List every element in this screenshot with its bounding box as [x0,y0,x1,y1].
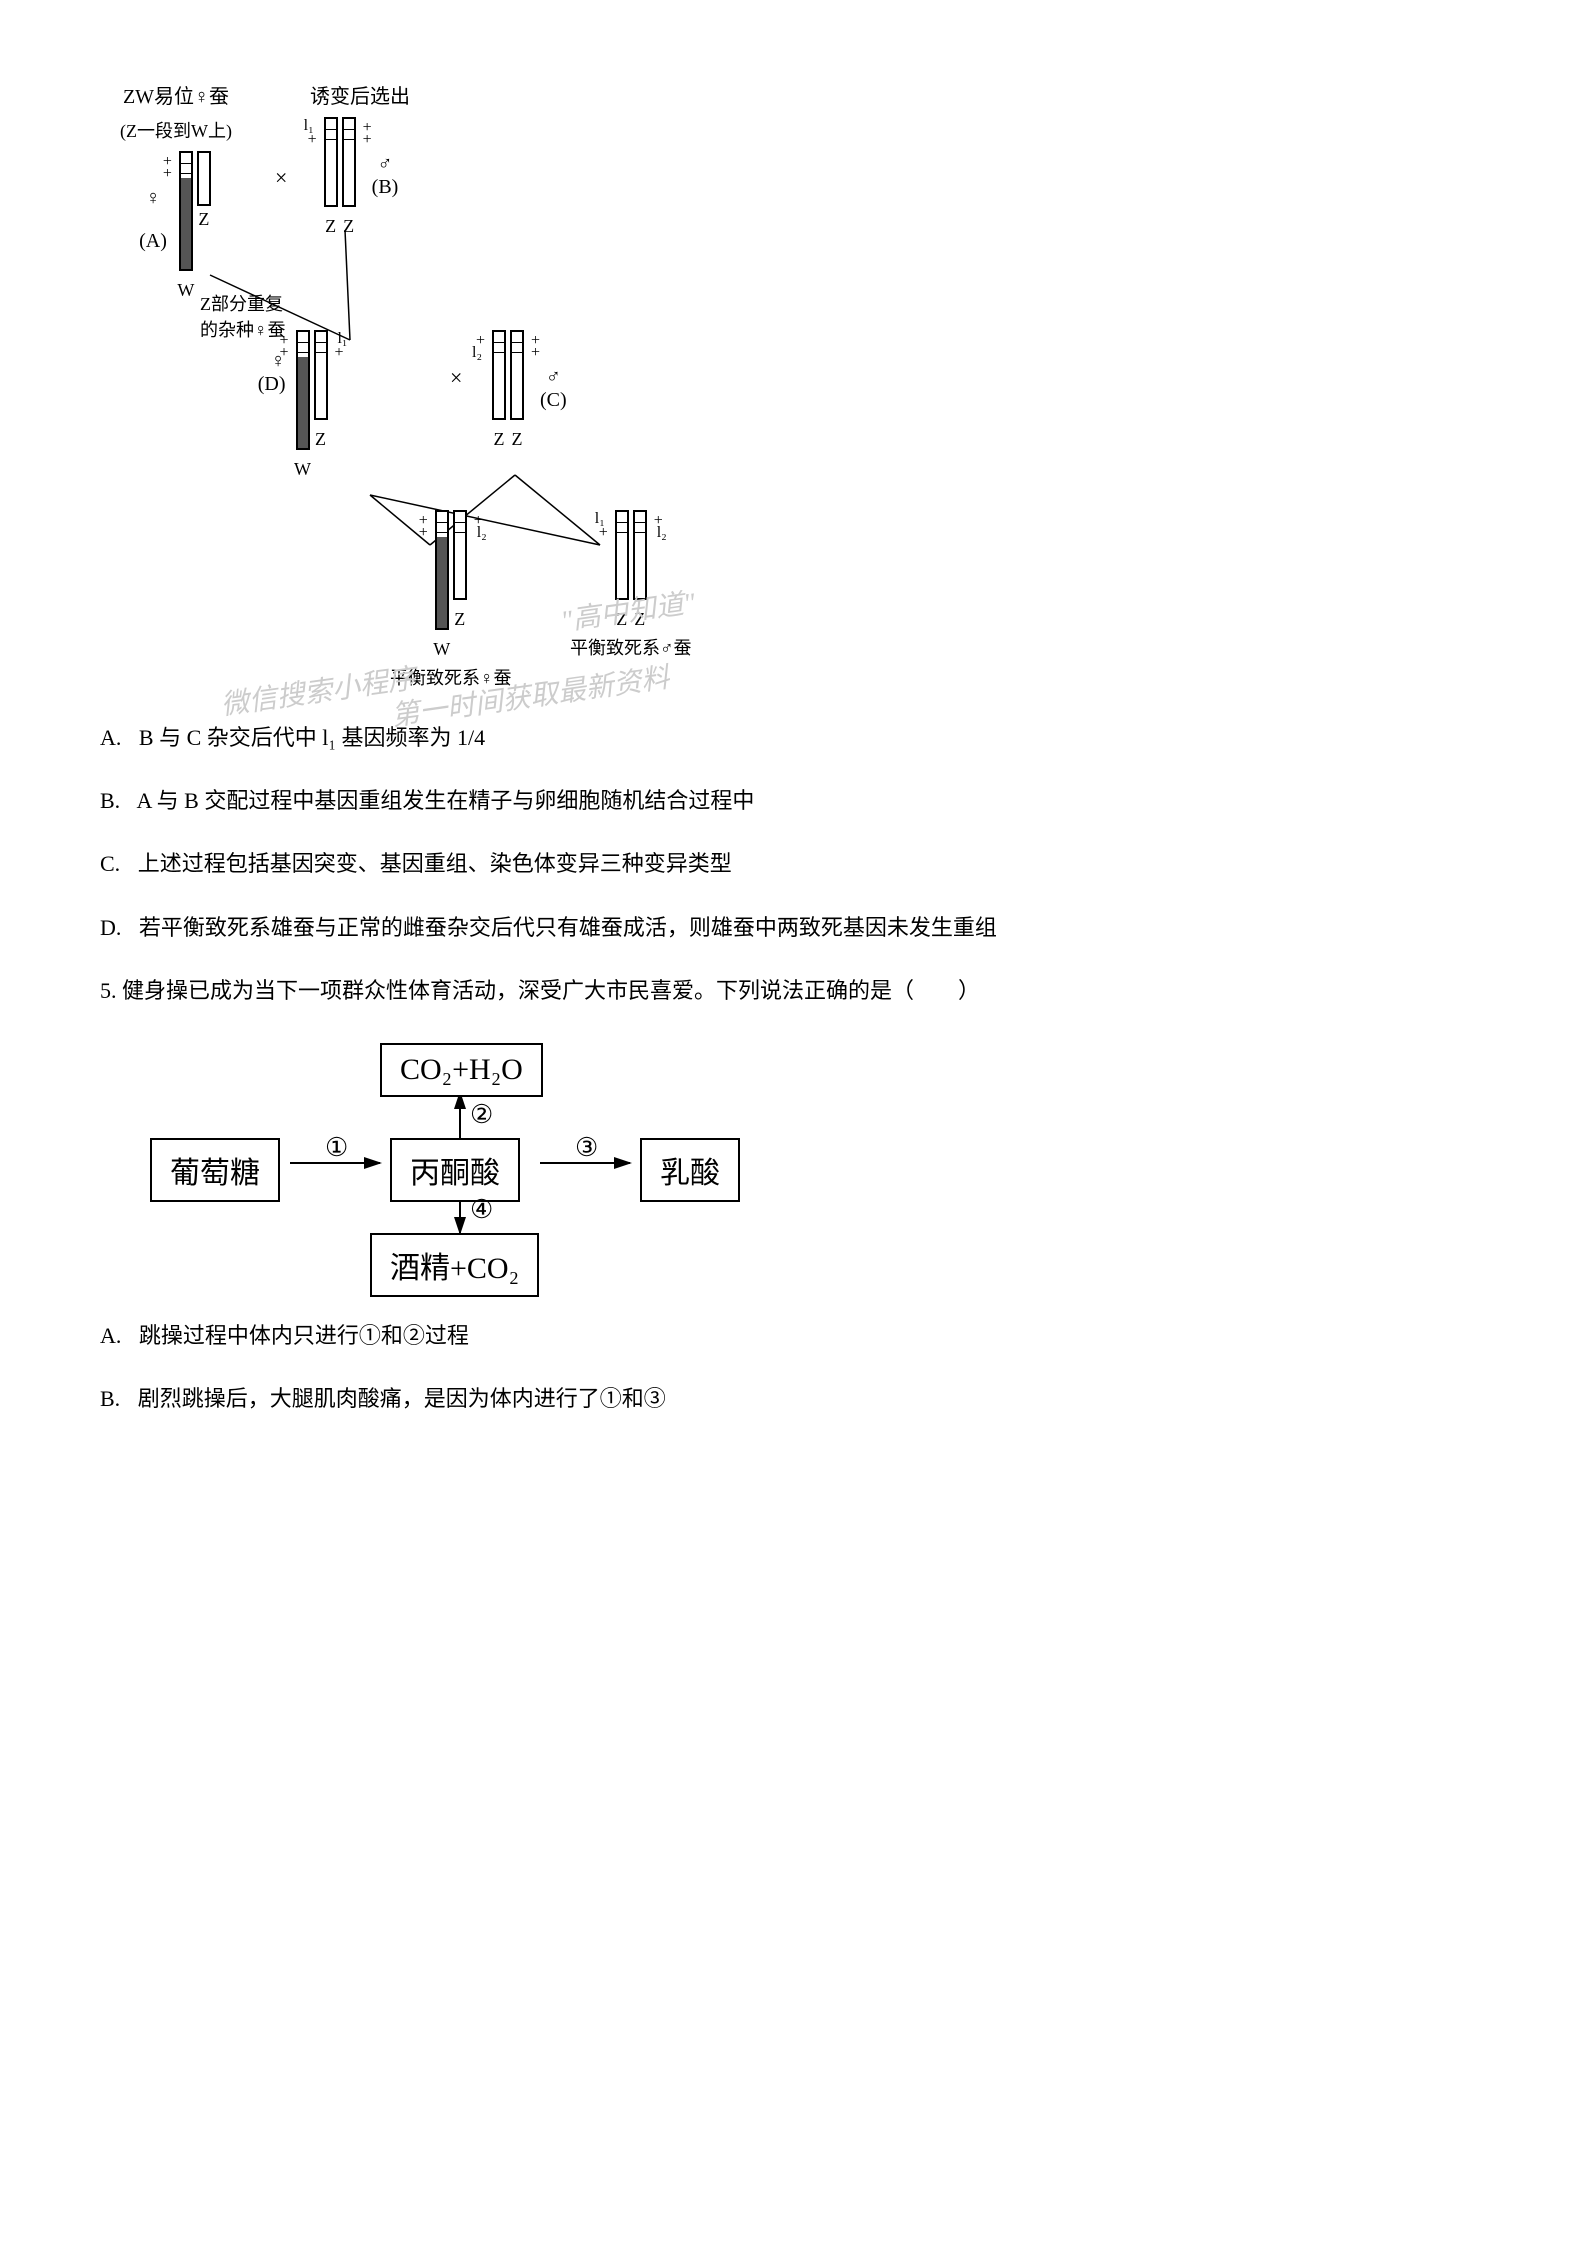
chrom-label: Z [340,216,358,237]
option-q4-c: C. 上述过程包括基因突变、基因重组、染色体变异三种变异类型 [100,846,1487,881]
mark: l₂ [477,524,487,542]
mark: + [308,131,317,149]
chrom-label: Z [195,209,213,230]
mark: + [531,344,540,362]
question-5: 5. 健身操已成为当下一项群众性体育活动，深受广大市民喜爱。下列说法正确的是（ … [100,973,1487,1008]
box-co2-h2o: CO₂+H₂O [380,1043,543,1097]
option-label: B. [100,1386,120,1411]
chromosome-d-w [296,330,310,450]
option-label: A. [100,725,121,750]
page-content: ZW易位♀蚕 (Z一段到W上) ♀ (A) + + W [0,0,1587,1504]
option-q5-b: B. 剧烈跳操后，大腿肌肉酸痛，是因为体内进行了①和③ [100,1381,1487,1416]
genetics-diagram: ZW易位♀蚕 (Z一段到W上) ♀ (A) + + W [120,80,920,680]
group-a-label: (A) [139,230,167,252]
chrom-label: Z [490,429,508,450]
option-q4-d: D. 若平衡致死系雄蚕与正常的雌蚕杂交后代只有雄蚕成活，则雄蚕中两致死基因未发生… [100,910,1487,945]
result-male: l₁ + Z + l₂ Z 平衡致死系♂蚕 [570,510,692,660]
question-text: 健身操已成为当下一项群众性体育活动，深受广大市民喜爱。下列说法正确的是（ ） [122,978,980,1003]
group-d-label: (D) [258,373,286,395]
option-text: 跳操过程中体内只进行①和②过程 [139,1323,469,1348]
option-label: D. [100,915,121,940]
flow-diagram: 葡萄糖 丙酮酸 CO₂+H₂O 乳酸 酒精+CO₂ ① ② ③ ④ [140,1038,860,1288]
arrow-label-2: ② [470,1100,493,1130]
option-text: 上述过程包括基因突变、基因重组、染色体变异三种变异类型 [138,851,732,876]
group-a-title: ZW易位♀蚕 [120,80,232,109]
chrom-label: Z [451,609,469,630]
chromosome-rm-z1 [615,510,629,600]
chrom-label: W [177,280,195,301]
mark: + [280,344,289,362]
chrom-label: W [433,639,451,660]
mark: l₂ [657,524,667,542]
box-pyruvate: 丙酮酸 [390,1138,520,1202]
group-b: 诱变后选出 l₁ + Z + + [310,80,410,237]
chrom-label: Z [322,216,340,237]
option-label: A. [100,1323,121,1348]
option-label: B. [100,788,120,813]
group-d: Z部分重复 的杂种♀蚕 ♀ (D) + + W [200,290,330,480]
chromosome-rm-z2 [633,510,647,600]
group-a-subtitle: (Z一段到W上) [120,117,232,143]
chrom-label: Z [613,609,631,630]
mark: + [599,524,608,542]
arrow-label-1: ① [325,1133,348,1163]
option-text: B 与 C 杂交后代中 l₁ 基因频率为 1/4 [139,725,485,750]
question-number: 5. [100,978,117,1003]
option-label: C. [100,851,120,876]
option-text: 若平衡致死系雄蚕与正常的雌蚕杂交后代只有雄蚕成活，则雄蚕中两致死基因未发生重组 [139,915,997,940]
chromosome-rf-w [435,510,449,630]
chromosome-a-z [197,151,211,206]
result-male-label: 平衡致死系♂蚕 [570,634,692,660]
mark: l₂ [472,344,482,362]
mark: + [334,344,343,362]
chrom-label: Z [631,609,649,630]
chromosome-c-z2 [510,330,524,420]
option-text: 剧烈跳操后，大腿肌肉酸痛，是因为体内进行了①和③ [138,1386,666,1411]
option-q5-a: A. 跳操过程中体内只进行①和②过程 [100,1318,1487,1353]
mark: + [419,524,428,542]
option-q4-a: A. B 与 C 杂交后代中 l₁ 基因频率为 1/4 [100,720,1487,755]
chromosome-b-z1 [324,117,338,207]
group-c-label: (C) [540,389,567,411]
cross-symbol-2: × [450,365,462,391]
chrom-label: Z [508,429,526,450]
box-alcohol: 酒精+CO₂ [370,1233,539,1297]
group-c: + l₂ Z + + Z ♂ (C) [490,330,567,450]
chrom-label: Z [312,429,330,450]
arrow-label-3: ③ [575,1133,598,1163]
chromosome-d-z [314,330,328,420]
chrom-label: W [294,459,312,480]
chromosome-rf-z [453,510,467,600]
chromosome-b-z2 [342,117,356,207]
mark: + [363,131,372,149]
group-a-gender: ♀ [145,187,160,209]
group-c-gender: ♂ [546,366,561,388]
arrow-label-4: ④ [470,1195,493,1225]
group-d-subtitle: 的杂种♀蚕 [200,316,286,342]
box-glucose: 葡萄糖 [150,1138,280,1202]
group-a: ZW易位♀蚕 (Z一段到W上) ♀ (A) + + W [120,80,232,301]
option-q4-b: B. A 与 B 交配过程中基因重组发生在精子与卵细胞随机结合过程中 [100,783,1487,818]
group-b-title: 诱变后选出 [310,80,410,109]
box-lactate: 乳酸 [640,1138,740,1202]
chromosome-c-z1 [492,330,506,420]
mark: + [163,165,172,183]
group-b-label: (B) [372,176,399,198]
group-b-gender: ♂ [377,153,392,175]
result-female-label: 平衡致死系♀蚕 [390,664,512,690]
cross-symbol-1: × [275,165,287,191]
option-text: A 与 B 交配过程中基因重组发生在精子与卵细胞随机结合过程中 [136,788,754,813]
chromosome-a-w [179,151,193,271]
result-female: + + W + l₂ Z 平衡致死系♀蚕 [390,510,512,690]
group-d-title: Z部分重复 [200,290,286,316]
